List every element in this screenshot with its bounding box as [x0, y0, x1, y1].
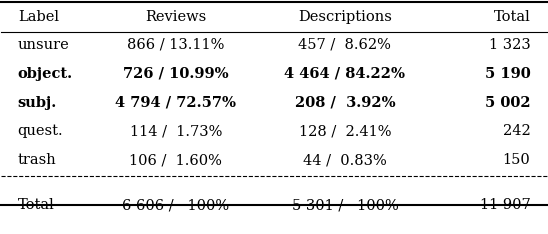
Text: Reviews: Reviews [145, 10, 207, 24]
Text: 5 190: 5 190 [484, 67, 530, 81]
Text: 5 301 /   100%: 5 301 / 100% [292, 198, 398, 212]
Text: 6 606 /   100%: 6 606 / 100% [122, 198, 230, 212]
Text: 726 / 10.99%: 726 / 10.99% [123, 67, 229, 81]
Text: 208 /  3.92%: 208 / 3.92% [295, 95, 395, 110]
Text: Label: Label [18, 10, 59, 24]
Text: 4 794 / 72.57%: 4 794 / 72.57% [116, 95, 236, 110]
Text: 11 907: 11 907 [480, 198, 530, 212]
Text: subj.: subj. [18, 95, 57, 110]
Text: 5 002: 5 002 [484, 95, 530, 110]
Text: unsure: unsure [18, 38, 70, 52]
Text: 44 /  0.83%: 44 / 0.83% [303, 153, 387, 167]
Text: quest.: quest. [18, 124, 64, 139]
Text: 1 323: 1 323 [488, 38, 530, 52]
Text: Descriptions: Descriptions [298, 10, 392, 24]
Text: 457 /  8.62%: 457 / 8.62% [299, 38, 391, 52]
Text: 106 /  1.60%: 106 / 1.60% [129, 153, 222, 167]
Text: 150: 150 [503, 153, 530, 167]
Text: 866 / 13.11%: 866 / 13.11% [127, 38, 225, 52]
Text: Total: Total [494, 10, 530, 24]
Text: 114 /  1.73%: 114 / 1.73% [130, 124, 222, 139]
Text: 4 464 / 84.22%: 4 464 / 84.22% [284, 67, 406, 81]
Text: Total: Total [18, 198, 54, 212]
Text: object.: object. [18, 67, 73, 81]
Text: 242: 242 [503, 124, 530, 139]
Text: 128 /  2.41%: 128 / 2.41% [299, 124, 391, 139]
Text: trash: trash [18, 153, 56, 167]
